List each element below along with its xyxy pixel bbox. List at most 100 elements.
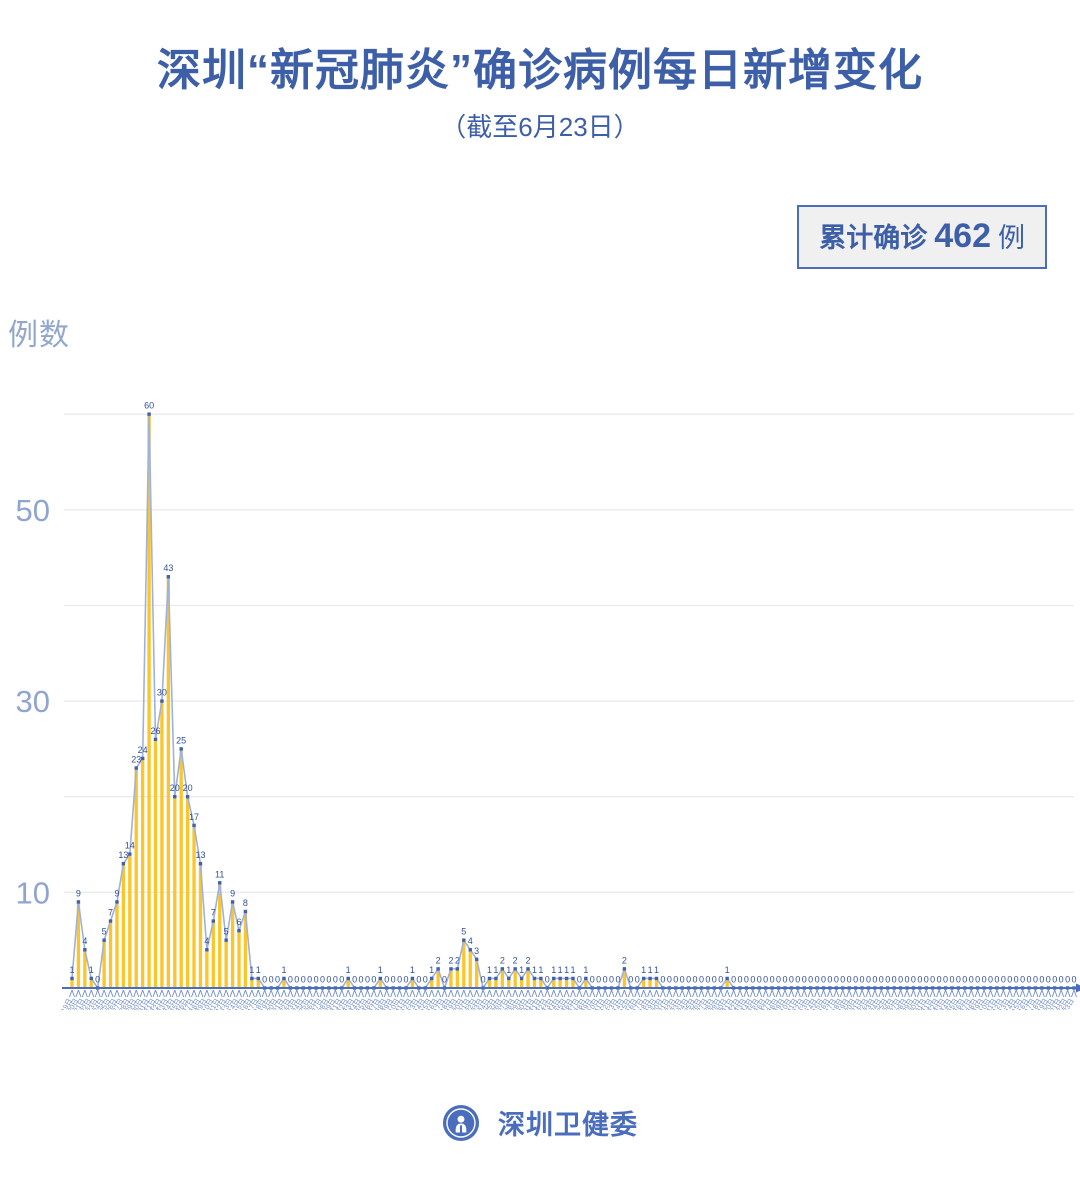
x-axis-tickmark <box>358 989 362 998</box>
x-axis-tickmark <box>1028 989 1032 998</box>
x-axis-tickmark <box>101 989 105 998</box>
bar <box>83 949 87 988</box>
bar <box>564 978 569 988</box>
x-axis-tickmark <box>887 989 891 998</box>
data-point <box>462 938 466 942</box>
y-axis-tick-label: 30 <box>16 684 50 719</box>
data-point <box>449 967 453 971</box>
data-point-label: 0 <box>860 975 865 985</box>
badge-value: 462 <box>934 217 991 255</box>
x-axis-tickmark <box>788 989 792 998</box>
data-point-label: 0 <box>802 975 807 985</box>
x-axis-tickmark <box>495 989 499 998</box>
bar <box>648 978 652 988</box>
x-axis-tickmark <box>707 989 711 998</box>
data-point-label: 0 <box>834 975 839 985</box>
x-axis-tickmark <box>473 989 478 998</box>
x-axis-tickmark <box>184 989 189 998</box>
data-point-label: 0 <box>660 975 665 985</box>
data-point <box>230 900 235 904</box>
x-axis-tickmark <box>726 989 731 998</box>
data-point-label: 43 <box>163 563 173 573</box>
x-axis-tickmark <box>120 989 124 998</box>
badge-unit: 例 <box>998 223 1025 253</box>
x-axis-tickmark <box>756 989 760 998</box>
x-axis-tickmark <box>880 989 885 998</box>
x-axis-tickmark <box>540 989 544 998</box>
x-axis-tickmark <box>178 989 182 998</box>
x-axis-tickmark <box>135 989 140 998</box>
x-axis-tickmark <box>803 989 808 998</box>
data-point-label: 0 <box>314 975 319 985</box>
x-axis-tickmark <box>155 989 159 998</box>
x-axis-tickmark <box>319 989 323 998</box>
data-point <box>192 823 196 828</box>
x-axis-tickmark <box>675 989 679 998</box>
x-axis-tickmark <box>300 989 304 998</box>
x-axis-tickmark <box>782 989 786 998</box>
data-point <box>378 976 383 981</box>
x-axis-tickmark <box>139 989 144 998</box>
x-axis-tickmark <box>261 989 266 998</box>
x-axis-tickmark <box>460 989 465 998</box>
bar <box>160 701 164 988</box>
x-axis-tickmark <box>1013 989 1017 998</box>
data-point-label: 1 <box>493 965 498 975</box>
data-point <box>725 976 729 981</box>
data-point <box>455 967 460 971</box>
data-point-label: 1 <box>256 965 261 975</box>
x-axis-tickmark <box>550 989 555 998</box>
data-point-label: 5 <box>461 927 466 937</box>
x-axis-tickmark <box>345 989 349 998</box>
x-axis-tickmark <box>1047 989 1052 998</box>
x-axis-tickmark <box>338 989 343 998</box>
data-point <box>436 967 440 971</box>
data-point-label: 0 <box>95 975 100 985</box>
data-point <box>564 976 569 981</box>
x-axis-tickmark <box>142 989 146 998</box>
data-point <box>519 976 524 981</box>
x-axis-tickmark <box>842 989 846 998</box>
x-axis-tickmark <box>634 989 638 998</box>
x-axis-tickmark <box>1045 989 1049 998</box>
x-axis-tickmark <box>563 989 568 998</box>
x-axis-tickmark <box>820 989 824 998</box>
x-axis-tickmark <box>405 989 409 998</box>
x-axis-tickmark <box>379 989 384 998</box>
x-axis-tickmark <box>1073 989 1077 998</box>
data-point-label: 0 <box>956 975 961 985</box>
data-point <box>237 928 241 933</box>
x-axis-tickmark <box>158 989 163 998</box>
data-point-label: 0 <box>416 975 421 985</box>
x-axis-tickmark <box>1058 989 1062 998</box>
data-point-label: 3 <box>474 946 479 956</box>
data-point-label: 1 <box>519 965 524 975</box>
x-axis-tickmark <box>165 989 169 998</box>
data-point-label: 0 <box>949 975 954 985</box>
data-point-label: 0 <box>840 975 845 985</box>
x-axis-tickmark <box>415 989 420 998</box>
x-axis-tickmark <box>403 989 407 998</box>
data-point-label: 0 <box>1065 975 1070 985</box>
x-axis-tickmark <box>486 989 490 998</box>
x-axis-tickmark <box>480 989 484 998</box>
x-axis-tickmark <box>325 989 330 998</box>
x-axis-tickmark <box>71 989 75 998</box>
x-axis-tickmark <box>701 989 705 998</box>
data-point-label: 0 <box>795 975 800 985</box>
bar <box>449 968 453 988</box>
x-axis-tickmark <box>749 989 754 998</box>
x-axis-tickmark <box>146 989 150 998</box>
bar <box>378 978 382 988</box>
x-axis-tickmark <box>505 989 510 998</box>
x-axis-tickmark <box>174 989 178 998</box>
x-axis-tickmark <box>347 989 352 998</box>
x-axis-tickmark <box>621 989 625 998</box>
y-axis-tick-label: 50 <box>16 493 50 528</box>
x-axis-tickmark <box>390 989 394 998</box>
x-axis-tickmark <box>874 989 878 998</box>
x-axis-tickmark <box>724 989 728 998</box>
data-point-label: 0 <box>423 975 428 985</box>
data-point-label: 2 <box>622 955 627 965</box>
data-point <box>153 737 158 742</box>
